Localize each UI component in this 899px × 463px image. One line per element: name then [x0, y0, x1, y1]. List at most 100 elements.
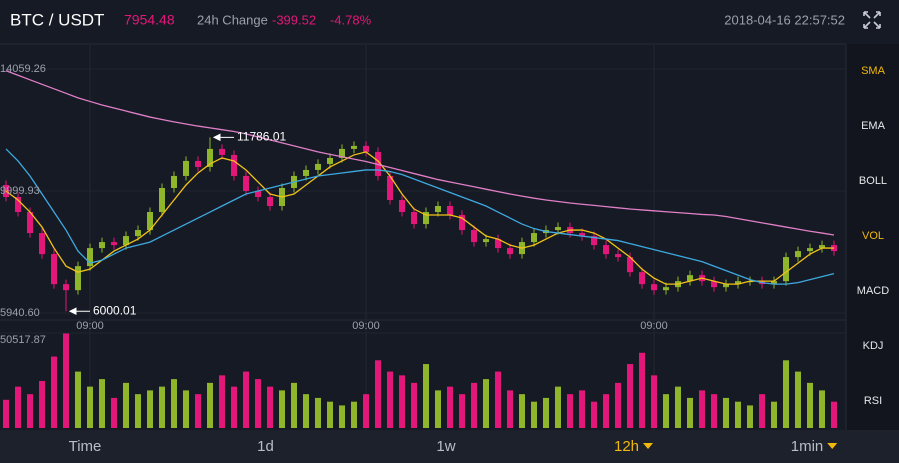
- candle-body: [711, 281, 717, 288]
- candle-body: [627, 257, 633, 273]
- candle-body: [639, 272, 645, 285]
- candle-body: [87, 248, 93, 267]
- x-tick-label: 09:00: [76, 320, 104, 332]
- volume-bar: [171, 379, 177, 428]
- interval-tab[interactable]: 1w: [436, 438, 455, 455]
- volume-bar: [579, 390, 585, 428]
- volume-bar: [795, 371, 801, 428]
- candle-body: [159, 187, 165, 213]
- moving-average-line: [5, 70, 835, 236]
- volume-bar: [459, 394, 465, 428]
- volume-bar: [615, 382, 621, 428]
- volume-bar: [495, 371, 501, 428]
- volume-bar: [555, 386, 561, 428]
- candle-body: [339, 148, 345, 158]
- volume-bar: [567, 394, 573, 428]
- volume-bar: [759, 394, 765, 428]
- indicator[interactable]: SMA: [861, 65, 886, 77]
- volume-bar: [39, 380, 45, 428]
- candle-body: [663, 287, 669, 291]
- volume-bar: [447, 386, 453, 428]
- change-percent: -4.78%: [330, 12, 372, 27]
- candle-body: [459, 215, 465, 231]
- candle-body: [183, 160, 189, 176]
- volume-bar: [219, 375, 225, 428]
- volume-bar: [327, 401, 333, 428]
- candle-body: [219, 148, 225, 155]
- pair: BTC / USDT: [10, 10, 104, 29]
- interval-tab[interactable]: 12h: [614, 438, 639, 455]
- candle-body: [411, 212, 417, 225]
- annotation-label: 6000.01: [93, 303, 137, 317]
- indicator[interactable]: MACD: [857, 285, 889, 297]
- volume-bar: [51, 356, 57, 428]
- candle-body: [243, 175, 249, 191]
- volume-bar: [243, 371, 249, 428]
- candle-body: [111, 242, 117, 246]
- indicator[interactable]: VOL: [862, 230, 884, 242]
- candle-body: [687, 275, 693, 282]
- indicator[interactable]: KDJ: [863, 340, 884, 352]
- candle-body: [51, 254, 57, 285]
- volume-bar: [591, 401, 597, 428]
- dropdown-arrow[interactable]: [643, 443, 654, 449]
- datetime: 2018-04-16 22:57:52: [724, 12, 845, 27]
- candle-body: [435, 206, 441, 213]
- indicator[interactable]: RSI: [864, 395, 882, 407]
- candle-body: [603, 245, 609, 255]
- candle-body: [147, 212, 153, 231]
- volume-bar: [279, 390, 285, 428]
- candle-body: [387, 175, 393, 201]
- candle-body: [63, 284, 69, 291]
- volume-bar: [315, 397, 321, 428]
- indicator-panel: [846, 44, 899, 430]
- volume-bar: [531, 401, 537, 428]
- volume-bar: [519, 394, 525, 428]
- interval-tab[interactable]: Time: [69, 438, 102, 455]
- candle-body: [819, 245, 825, 249]
- volume-bar: [711, 394, 717, 428]
- y-tick-label: 5940.60: [0, 307, 40, 319]
- volume-bar: [411, 382, 417, 428]
- candle-body: [207, 148, 213, 167]
- volume-bar: [291, 382, 297, 428]
- interval-tab[interactable]: 1d: [257, 438, 274, 455]
- price: 7954.48: [124, 12, 175, 28]
- fullscreen-icon[interactable]: [863, 11, 881, 29]
- dropdown-arrow[interactable]: [827, 443, 838, 449]
- candle-body: [303, 169, 309, 176]
- volume-bar: [363, 394, 369, 428]
- volume-bar: [663, 394, 669, 428]
- interval-tab[interactable]: 1min: [791, 438, 824, 455]
- volume-bar: [195, 394, 201, 428]
- volume-bar: [75, 371, 81, 428]
- volume-bar: [399, 375, 405, 428]
- volume-bar: [183, 390, 189, 428]
- candle-body: [651, 284, 657, 291]
- candle-body: [363, 145, 369, 152]
- candle-body: [735, 281, 741, 285]
- indicator[interactable]: EMA: [861, 120, 886, 132]
- volume-bar: [99, 379, 105, 428]
- candle-body: [327, 157, 333, 164]
- volume-bar: [807, 382, 813, 428]
- candle-body: [27, 212, 33, 234]
- volume-bar: [27, 394, 33, 428]
- moving-average-line: [5, 148, 835, 285]
- volume-bar: [135, 394, 141, 428]
- candle-body: [807, 248, 813, 252]
- y-tick-label: 9999.93: [0, 185, 40, 197]
- annotation-arrow: [212, 133, 234, 142]
- volume-bar: [687, 397, 693, 428]
- volume-bar: [471, 382, 477, 428]
- volume-bar: [435, 390, 441, 428]
- indicator[interactable]: BOLL: [859, 175, 887, 187]
- volume-bar: [831, 401, 837, 428]
- candle-body: [783, 257, 789, 282]
- volume-bar: [747, 405, 753, 428]
- volume-bar: [627, 364, 633, 428]
- candle-body: [231, 154, 237, 176]
- candle-body: [795, 251, 801, 258]
- candle-body: [531, 233, 537, 243]
